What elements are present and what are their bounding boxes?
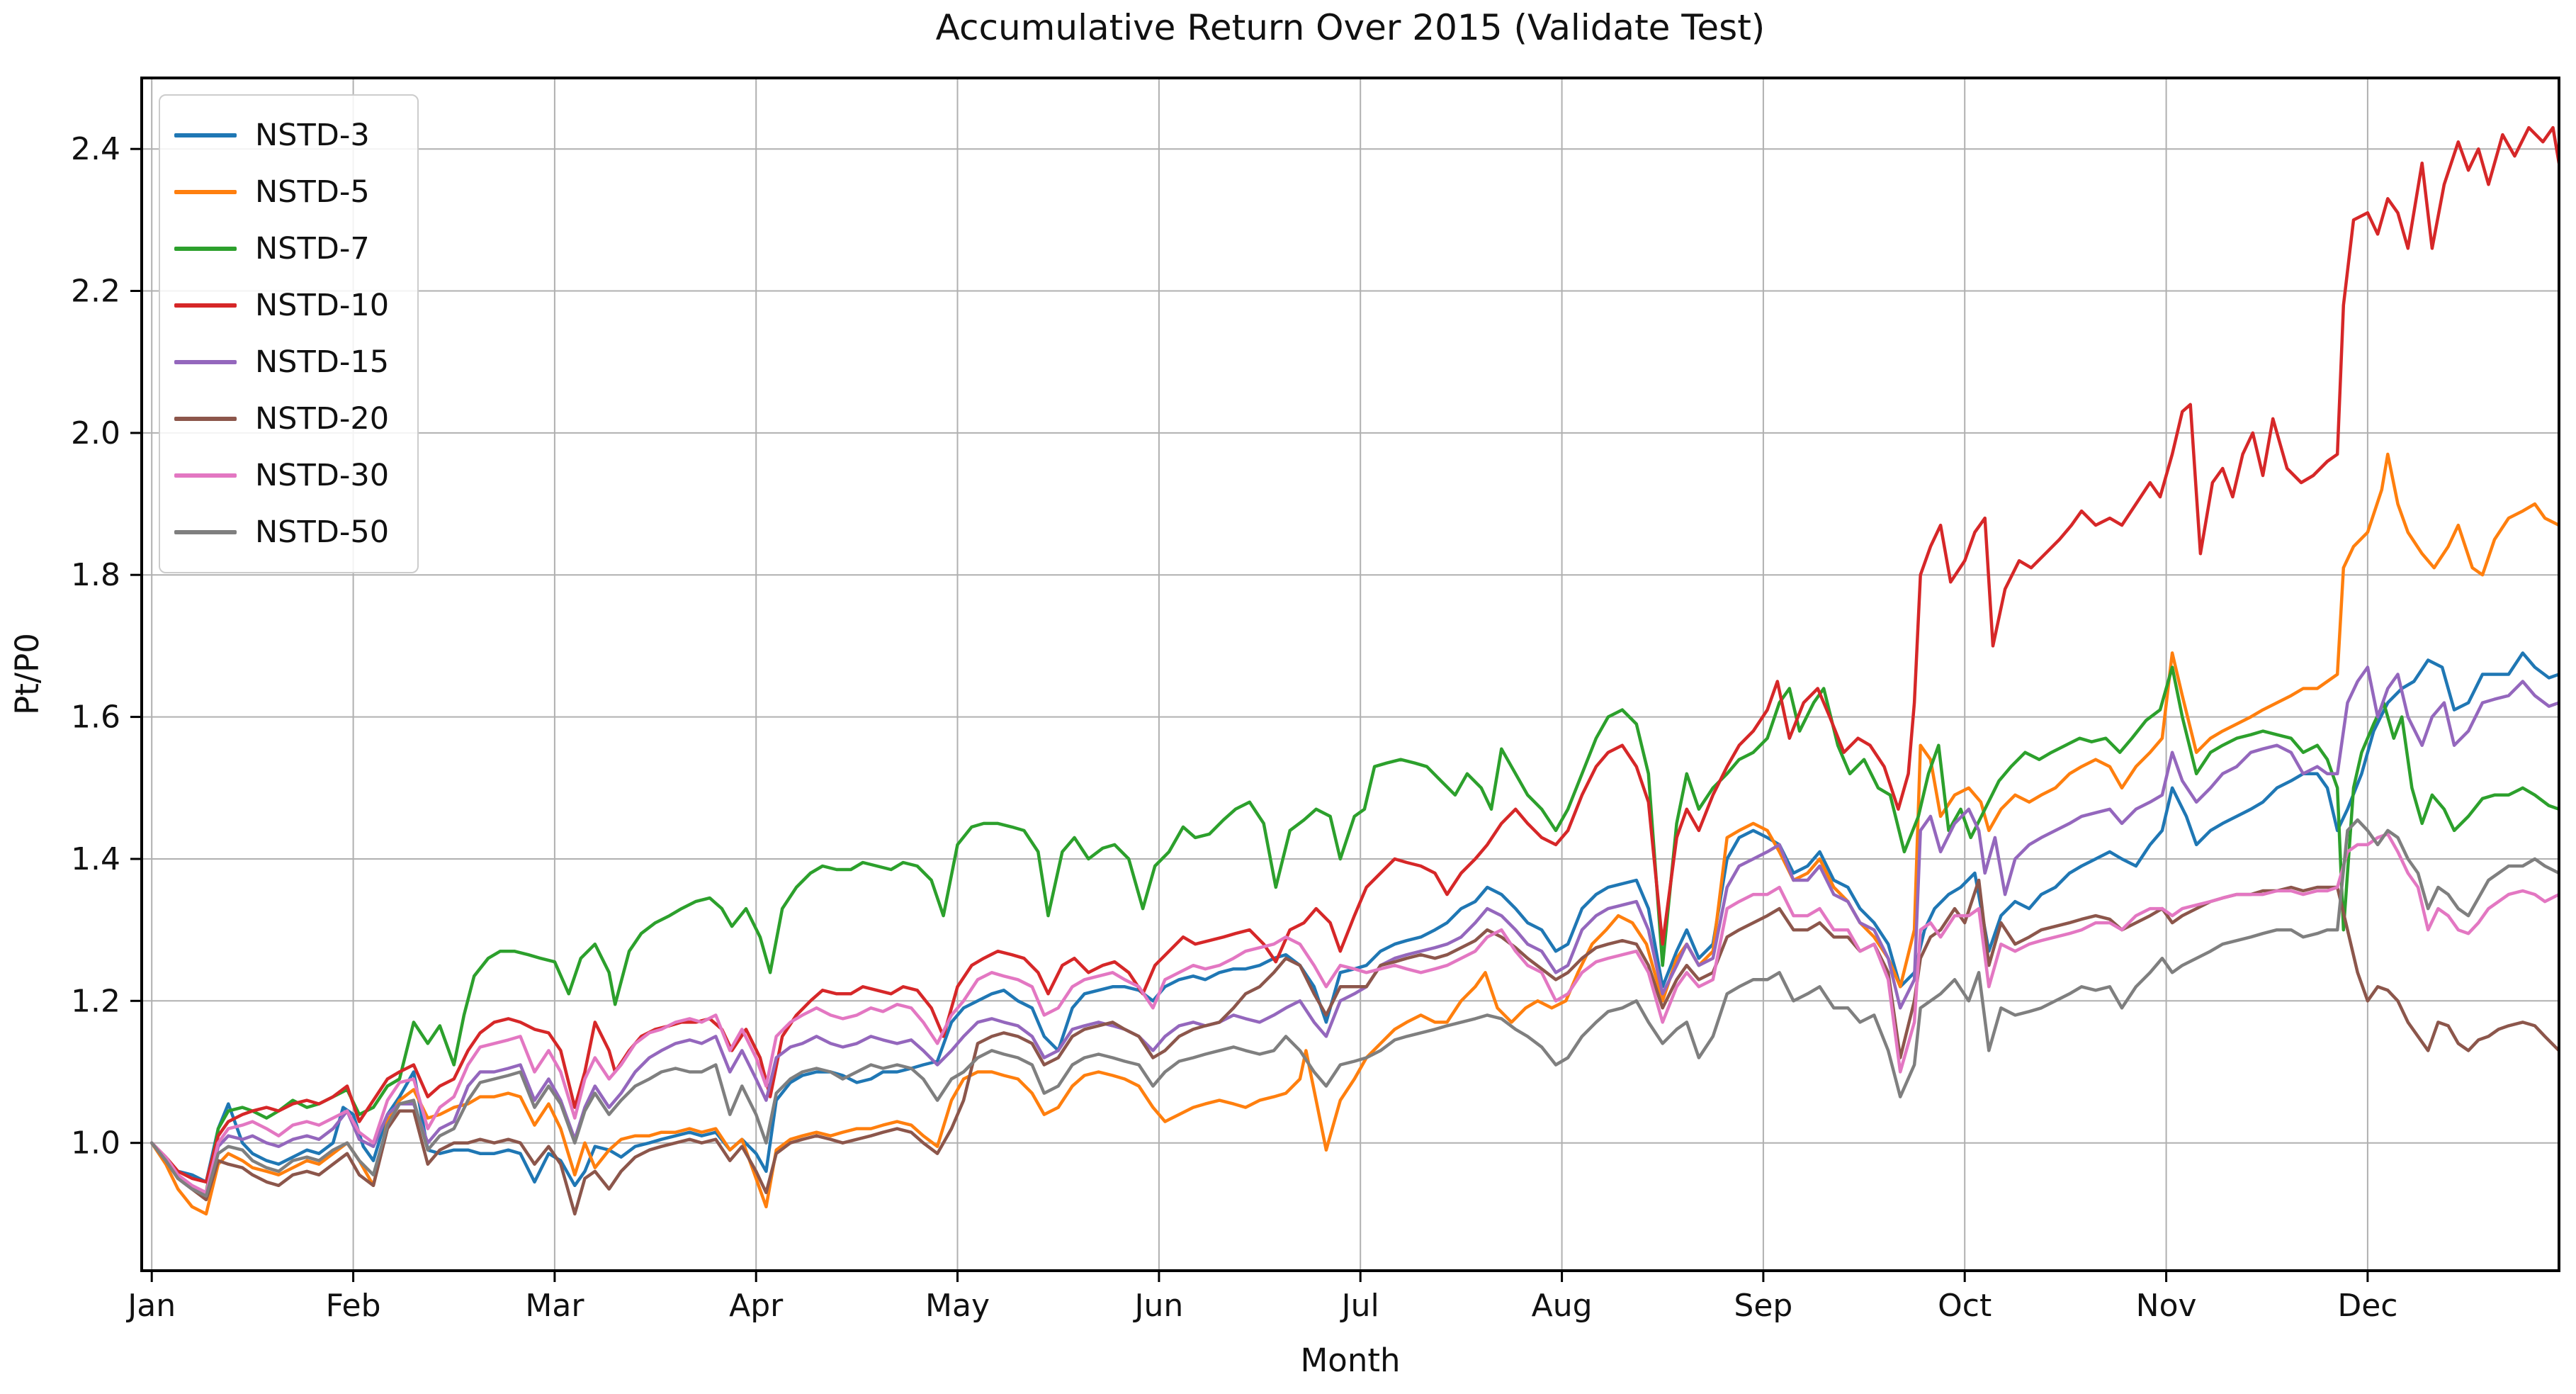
legend-line-swatch bbox=[174, 133, 237, 137]
legend-item-NSTD-50: NSTD-50 bbox=[174, 504, 389, 561]
series-line-NSTD-10 bbox=[149, 125, 2559, 1184]
legend-line-swatch bbox=[174, 190, 237, 194]
y-tick-label: 2.0 bbox=[71, 415, 120, 451]
legend-item-NSTD-20: NSTD-20 bbox=[174, 390, 389, 447]
x-tick-label: Jul bbox=[1340, 1288, 1379, 1324]
plot-background bbox=[142, 78, 2559, 1271]
legend-line-swatch bbox=[174, 473, 237, 478]
y-tick-label: 1.2 bbox=[71, 983, 120, 1019]
legend-item-NSTD-10: NSTD-10 bbox=[174, 277, 389, 334]
series-line-NSTD-50 bbox=[149, 818, 2559, 1198]
legend-item-NSTD-30: NSTD-30 bbox=[174, 447, 389, 504]
legend-line-swatch bbox=[174, 417, 237, 421]
x-tick-label: Mar bbox=[525, 1288, 584, 1324]
legend-line-swatch bbox=[174, 303, 237, 308]
legend-line-swatch bbox=[174, 360, 237, 364]
y-tick-label: 2.4 bbox=[71, 131, 120, 167]
series-line-NSTD-7 bbox=[149, 665, 2559, 1195]
legend-line-swatch bbox=[174, 247, 237, 251]
legend-label: NSTD-20 bbox=[255, 401, 390, 437]
legend-label: NSTD-30 bbox=[255, 458, 390, 493]
x-tick-label: May bbox=[925, 1288, 990, 1324]
legend-line-swatch bbox=[174, 530, 237, 534]
legend-item-NSTD-3: NSTD-3 bbox=[174, 107, 389, 164]
legend-label: NSTD-15 bbox=[255, 344, 390, 380]
y-tick-label: 1.6 bbox=[71, 699, 120, 736]
legend-label: NSTD-5 bbox=[255, 174, 370, 210]
series-line-NSTD-5 bbox=[149, 452, 2559, 1216]
x-axis-label: Month bbox=[1300, 1342, 1401, 1379]
y-tick-label: 1.8 bbox=[71, 557, 120, 593]
legend-item-NSTD-15: NSTD-15 bbox=[174, 334, 389, 390]
y-tick-label: 1.0 bbox=[71, 1125, 120, 1162]
x-tick-label: Apr bbox=[729, 1288, 784, 1324]
y-axis-label: Pt/P0 bbox=[9, 633, 46, 715]
x-tick-label: Aug bbox=[1532, 1288, 1593, 1324]
legend-label: NSTD-50 bbox=[255, 515, 390, 550]
legend-label: NSTD-3 bbox=[255, 118, 370, 153]
x-tick-label: Dec bbox=[2337, 1288, 2397, 1324]
chart-title: Accumulative Return Over 2015 (Validate … bbox=[935, 7, 1766, 48]
legend: NSTD-3 NSTD-5 NSTD-7 NSTD-10 NSTD-15 NSTD-20 N… bbox=[159, 94, 419, 573]
x-tick-label: Oct bbox=[1938, 1288, 1992, 1324]
x-tick-label: Jan bbox=[125, 1288, 176, 1324]
plot-border bbox=[140, 77, 2560, 1272]
x-tick-label: Feb bbox=[326, 1288, 381, 1324]
series-line-NSTD-30 bbox=[149, 832, 2559, 1195]
x-tick-label: Jun bbox=[1133, 1288, 1184, 1324]
x-tick-label: Sep bbox=[1734, 1288, 1792, 1324]
legend-label: NSTD-10 bbox=[255, 288, 390, 323]
legend-label: NSTD-7 bbox=[255, 231, 370, 266]
y-tick-label: 2.2 bbox=[71, 274, 120, 310]
x-tick-label: Nov bbox=[2136, 1288, 2197, 1324]
legend-item-NSTD-7: NSTD-7 bbox=[174, 220, 389, 277]
y-tick-label: 1.4 bbox=[71, 841, 120, 877]
legend-item-NSTD-5: NSTD-5 bbox=[174, 164, 389, 220]
